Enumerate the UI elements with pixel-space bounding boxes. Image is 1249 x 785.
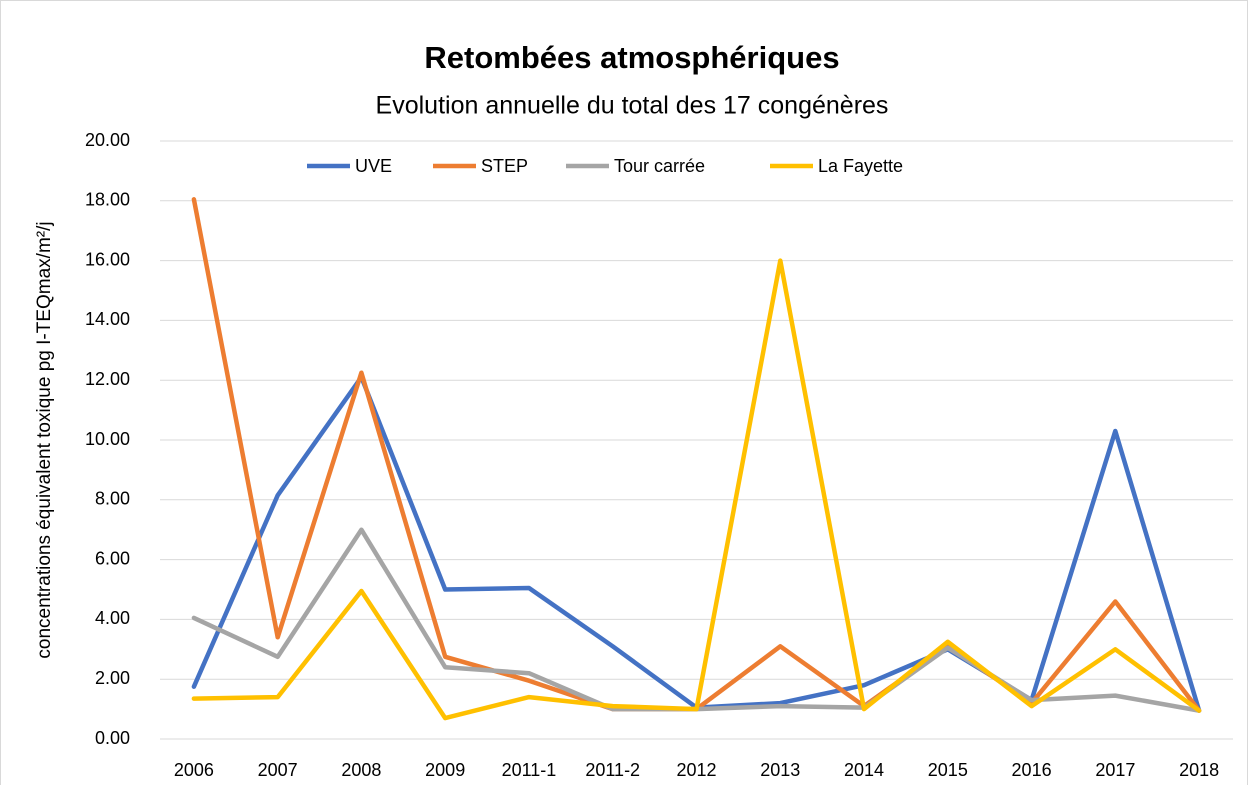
y-tick-label: 20.00 bbox=[85, 130, 130, 150]
x-tick-label: 2009 bbox=[425, 760, 465, 780]
y-tick-label: 14.00 bbox=[85, 309, 130, 329]
x-tick-label: 2014 bbox=[844, 760, 884, 780]
y-tick-label: 18.00 bbox=[85, 190, 130, 210]
x-tick-label: 2013 bbox=[760, 760, 800, 780]
chart-subtitle: Evolution annuelle du total des 17 congé… bbox=[376, 92, 889, 120]
legend-label: La Fayette bbox=[818, 156, 903, 176]
x-tick-label: 2011-2 bbox=[585, 760, 640, 780]
x-tick-label: 2018 bbox=[1179, 760, 1219, 780]
y-tick-label: 4.00 bbox=[95, 608, 130, 628]
x-tick-label: 2007 bbox=[258, 760, 298, 780]
y-tick-label: 2.00 bbox=[95, 668, 130, 688]
y-tick-label: 10.00 bbox=[85, 429, 130, 449]
series-line bbox=[191, 258, 1202, 721]
x-tick-label: 2006 bbox=[174, 760, 214, 780]
y-tick-label: 8.00 bbox=[95, 489, 130, 509]
x-tick-label: 2011-1 bbox=[502, 760, 557, 780]
y-tick-label: 16.00 bbox=[85, 249, 130, 269]
y-axis-label: concentrations équivalent toxique pg I-T… bbox=[34, 221, 55, 658]
legend-label: Tour carrée bbox=[614, 156, 705, 176]
x-tick-label: 2016 bbox=[1012, 760, 1052, 780]
chart-title: Retombées atmosphériques bbox=[424, 40, 839, 75]
y-tick-label: 12.00 bbox=[85, 369, 130, 389]
y-tick-label: 6.00 bbox=[95, 548, 130, 568]
x-tick-label: 2015 bbox=[928, 760, 968, 780]
legend-label: UVE bbox=[355, 156, 392, 176]
y-tick-label: 0.00 bbox=[95, 728, 130, 748]
x-tick-label: 2017 bbox=[1095, 760, 1135, 780]
x-tick-label: 2008 bbox=[341, 760, 381, 780]
x-tick-label: 2012 bbox=[676, 760, 716, 780]
legend-label: STEP bbox=[481, 156, 528, 176]
